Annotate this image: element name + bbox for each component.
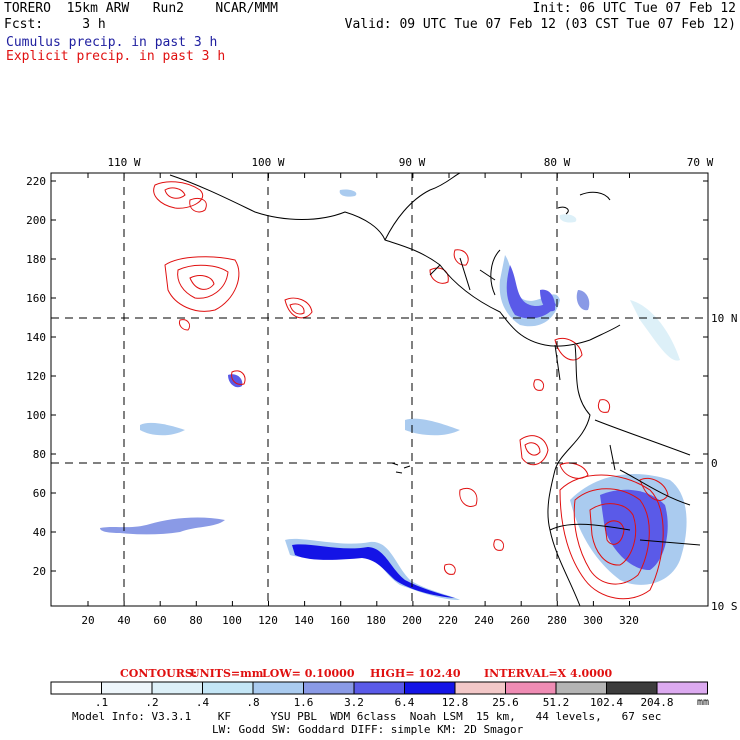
colorbar-value: .8 <box>246 696 259 709</box>
coastlines <box>169 172 701 607</box>
colorbar-unit: mm <box>697 697 709 708</box>
x-tick-label: 40 <box>117 614 130 627</box>
colorbar-swatch <box>606 681 658 695</box>
y-tick-label: 120 <box>26 370 46 383</box>
colorbar-value: 12.8 <box>442 696 469 709</box>
contour-units: UNITS=mm <box>190 667 264 680</box>
colorbar-value: 25.6 <box>492 696 519 709</box>
colorbar-swatch <box>555 681 607 695</box>
lon-label: 110 W <box>107 156 140 169</box>
x-tick-label: 20 <box>81 614 94 627</box>
x-tick-label: 160 <box>330 614 350 627</box>
valid-time: Valid: 09 UTC Tue 07 Feb 12 (03 CST Tue … <box>344 17 736 32</box>
cumulus-precip-shading <box>100 189 687 600</box>
colorbar-swatch <box>353 681 405 695</box>
colorbar-value: 102.4 <box>590 696 623 709</box>
lon-label: 100 W <box>251 156 284 169</box>
colorbar-value: 1.6 <box>294 696 314 709</box>
lat-label: 10 S <box>711 600 738 613</box>
y-tick-label: 200 <box>26 214 46 227</box>
colorbar-value: .4 <box>196 696 210 709</box>
x-tick-label: 100 <box>222 614 242 627</box>
colorbar-labels: .1 .2 .4 .8 1.6 3.2 6.4 12.8 25.6 51.2 102.4 204.8 <box>95 696 674 709</box>
x-tick-label: 120 <box>258 614 278 627</box>
y-tick-label: 220 <box>26 175 46 188</box>
legend-explicit: Explicit precip. in past 3 h <box>6 49 226 64</box>
x-tick-labels: 20 40 60 80 100 120 140 160 180 200 220 … <box>81 614 639 627</box>
lon-label: 90 W <box>399 156 426 169</box>
colorbar-value: 6.4 <box>395 696 415 709</box>
colorbar-swatch <box>202 681 254 695</box>
x-tick-label: 60 <box>153 614 166 627</box>
colorbar-swatch <box>505 681 557 695</box>
x-tick-label: 200 <box>402 614 422 627</box>
colorbar-value: .2 <box>145 696 158 709</box>
x-tick-label: 300 <box>583 614 603 627</box>
y-tick-label: 40 <box>33 526 46 539</box>
y-tick-label: 140 <box>26 331 46 344</box>
y-tick-label: 60 <box>33 487 46 500</box>
forecast-hour: Fcst: 3 h <box>4 17 106 32</box>
x-tick-label: 220 <box>438 614 458 627</box>
colorbar <box>50 681 708 695</box>
colorbar-swatch <box>404 681 456 695</box>
x-tick-label: 240 <box>474 614 494 627</box>
y-tick-label: 100 <box>26 409 46 422</box>
y-tick-label: 20 <box>33 565 46 578</box>
x-tick-label: 180 <box>366 614 386 627</box>
x-tick-label: 140 <box>294 614 314 627</box>
lon-label: 80 W <box>544 156 571 169</box>
colorbar-swatch <box>151 681 203 695</box>
colorbar-value: .1 <box>95 696 108 709</box>
y-tick-label: 180 <box>26 253 46 266</box>
right-lat-labels: 10 N 0 10 S <box>711 312 738 613</box>
contour-high: HIGH= 102.40 <box>370 667 461 680</box>
lat-label: 10 N <box>711 312 738 325</box>
colorbar-swatch <box>50 681 102 695</box>
explicit-precip-contours <box>153 181 669 600</box>
lat-lon-grid <box>51 173 708 606</box>
y-tick-label: 80 <box>33 448 46 461</box>
colorbar-swatch <box>252 681 304 695</box>
contour-info: CONTOURS: UNITS=mm LOW= 0.10000 HIGH= 10… <box>120 667 612 680</box>
legend-cumulus: Cumulus precip. in past 3 h <box>6 35 218 50</box>
axis-tick-marks <box>51 173 708 606</box>
model-info-line1: Model Info: V3.3.1 KF YSU PBL WDM 6class… <box>72 710 662 723</box>
lat-label: 0 <box>711 457 718 470</box>
colorbar-value: 204.8 <box>640 696 673 709</box>
contour-low: LOW= 0.10000 <box>262 667 355 680</box>
model-info-line2: LW: Godd SW: Goddard DIFF: simple KM: 2D… <box>212 723 524 736</box>
x-tick-label: 280 <box>547 614 567 627</box>
x-tick-label: 80 <box>189 614 202 627</box>
y-tick-labels: 220 200 180 160 140 120 100 80 60 40 20 <box>26 175 46 578</box>
colorbar-swatch <box>454 681 506 695</box>
model-title: TORERO 15km ARW Run2 NCAR/MMM <box>4 1 278 16</box>
lon-label: 70 W <box>687 156 714 169</box>
colorbar-value: 51.2 <box>543 696 570 709</box>
top-lon-labels: 110 W 100 W 90 W 80 W 70 W <box>107 156 713 169</box>
x-tick-label: 260 <box>510 614 530 627</box>
init-time: Init: 06 UTC Tue 07 Feb 12 <box>532 1 737 16</box>
x-tick-label: 320 <box>619 614 639 627</box>
colorbar-swatch <box>303 681 355 695</box>
colorbar-value: 3.2 <box>344 696 364 709</box>
contour-label: CONTOURS: <box>120 667 197 680</box>
y-tick-label: 160 <box>26 292 46 305</box>
colorbar-swatch <box>656 681 708 695</box>
contour-interval: INTERVAL=X 4.0000 <box>484 667 612 680</box>
colorbar-swatch <box>101 681 153 695</box>
